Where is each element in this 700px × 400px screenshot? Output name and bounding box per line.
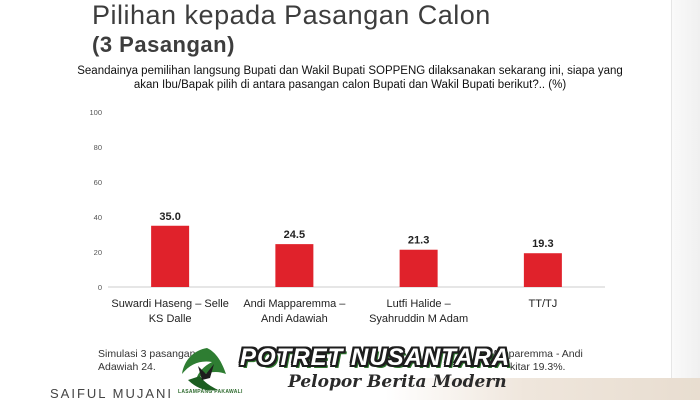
bar-series: [151, 225, 562, 287]
chart-subtitle: (3 Pasangan): [92, 32, 235, 57]
survey-question: Seandainya pemilihan langsung Bupati dan…: [50, 64, 650, 92]
footnote-line-1-right: i Mapparemma - Andi: [483, 348, 583, 360]
survey-question-line-2: akan Ibu/Bapak pilih di antara pasangan …: [133, 79, 567, 91]
category-label: TT/TJ: [529, 298, 558, 310]
y-tick-label: 100: [89, 108, 102, 117]
chart-title: Pilihan kepada Pasangan Calon: [92, 0, 491, 30]
data-label: 19.3: [532, 238, 553, 250]
y-tick-label: 0: [98, 283, 102, 292]
category-label: Andi Adawiah: [261, 313, 328, 325]
category-label: Suwardi Haseng – Selle: [111, 298, 228, 310]
data-label: 24.5: [284, 229, 305, 241]
brand-footer: SAIFUL MUJANI: [50, 386, 174, 400]
category-label: KS Dalle: [149, 313, 192, 325]
data-label: 35.0: [159, 211, 180, 223]
footnote-line-2-left: Adawiah 24.: [98, 361, 156, 373]
category-labels: Suwardi Haseng – Selle KS Dalle Andi Mappa…: [111, 298, 557, 325]
watermark-tagline: Pelopor Berita Modern: [288, 372, 507, 392]
category-label: Lutfi Halide –: [387, 298, 452, 310]
footnote-line-1-left: Simulasi 3 pasangan, S: [98, 348, 209, 360]
category-label: Syahruddin M Adam: [369, 313, 468, 325]
y-tick-label: 60: [94, 178, 102, 187]
y-tick-label: 20: [94, 248, 102, 257]
bar: [151, 225, 190, 287]
slide-edge: [671, 0, 700, 400]
category-label: Andi Mapparemma –: [243, 298, 346, 310]
value-labels: 35.0 24.5 21.3 19.3: [159, 211, 553, 250]
watermark-title: POTRET NUSANTARA: [240, 344, 511, 371]
data-label: 21.3: [408, 235, 429, 247]
watermark-logo-icon: [182, 348, 226, 391]
footer-strip: [0, 378, 700, 400]
bar: [399, 249, 438, 287]
survey-question-line-1: Seandainya pemilihan langsung Bupati dan…: [77, 65, 623, 77]
watermark-logo-text: LASAMPANG PAKAWALI: [178, 389, 243, 395]
y-tick-label: 40: [94, 213, 102, 222]
y-tick-label: 80: [94, 143, 102, 152]
bar: [523, 253, 562, 287]
y-axis: 100 80 60 40 20 0: [89, 108, 102, 292]
bar: [275, 244, 314, 287]
footnote-line-2-right: kitar 19.3%.: [510, 361, 566, 373]
